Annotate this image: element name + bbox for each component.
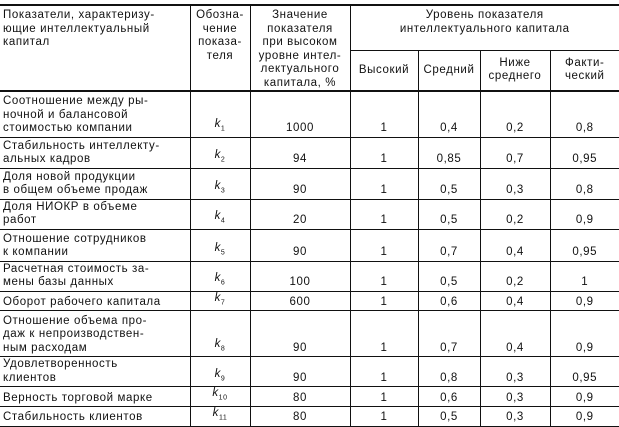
level-actual: 1 xyxy=(549,260,619,292)
indicator-symbol: k11 xyxy=(189,406,251,427)
header-level-actual: Факти- ческий xyxy=(549,49,619,92)
indicator-name: Расчетная стоимость за- мены базы данных xyxy=(0,260,191,292)
level-low: 0,3 xyxy=(479,167,551,200)
header-level-low: Ниже среднего xyxy=(479,49,551,92)
level-high: 1 xyxy=(349,260,419,292)
level-high: 1 xyxy=(349,356,419,388)
indicator-name: Доля НИОКР в объеме работ xyxy=(0,198,191,230)
level-mid: 0,5 xyxy=(417,167,481,200)
indicator-symbol: k9 xyxy=(189,356,251,388)
header-high-value: Значение показателя при высоком уровне и… xyxy=(249,4,351,92)
indicator-symbol: k5 xyxy=(189,228,251,262)
level-low: 0,2 xyxy=(479,260,551,292)
level-high: 1 xyxy=(349,167,419,200)
header-indicator: Показатели, характеризу- ющие интеллекту… xyxy=(0,4,191,92)
level-actual: 0,95 xyxy=(549,228,619,262)
high-level-value: 90 xyxy=(249,228,351,262)
intellectual-capital-table: Показатели, характеризу- ющие интеллекту… xyxy=(0,3,619,427)
indicator-name: Отношение объема про- даж к непроизводст… xyxy=(0,310,191,358)
level-high: 1 xyxy=(349,198,419,230)
level-low: 0,2 xyxy=(479,90,551,138)
indicator-name: Стабильность интеллекту- альных кадров xyxy=(0,136,191,169)
indicator-name: Удовлетворенность клиентов xyxy=(0,356,191,388)
high-level-value: 80 xyxy=(249,406,351,427)
level-low: 0,7 xyxy=(479,136,551,169)
high-level-value: 80 xyxy=(249,386,351,408)
level-mid: 0,6 xyxy=(417,386,481,408)
indicator-name: Соотношение между ры- ночной и балансово… xyxy=(0,90,191,138)
level-mid: 0,4 xyxy=(417,90,481,138)
indicator-name: Стабильность клиентов xyxy=(0,406,191,427)
indicator-symbol: k1 xyxy=(189,90,251,138)
high-level-value: 90 xyxy=(249,310,351,358)
level-low: 0,2 xyxy=(479,198,551,230)
level-actual: 0,9 xyxy=(549,406,619,427)
table-row: Соотношение между ры- ночной и балансово… xyxy=(0,90,619,138)
table-row: Отношение объема про- даж к непроизводст… xyxy=(0,310,619,358)
level-high: 1 xyxy=(349,136,419,169)
indicator-name: Верность торговой марке xyxy=(0,386,191,408)
level-mid: 0,7 xyxy=(417,228,481,262)
high-level-value: 90 xyxy=(249,167,351,200)
table-row: Расчетная стоимость за- мены базы данных… xyxy=(0,260,619,292)
indicator-name: Доля новой продукции в общем объеме прод… xyxy=(0,167,191,200)
level-actual: 0,9 xyxy=(549,386,619,408)
high-level-value: 1000 xyxy=(249,90,351,138)
header-level-group: Уровень показателя интеллектуального кап… xyxy=(349,3,619,51)
table-row: Доля НИОКР в объеме работ k4 20 1 0,5 0,2 0,9 xyxy=(0,198,619,230)
level-actual: 0,9 xyxy=(549,198,619,230)
table-row: Оборот рабочего капитала k7 600 1 0,6 0,4 0,9 xyxy=(0,290,619,312)
level-high: 1 xyxy=(349,290,419,312)
header-level-high: Высокий xyxy=(350,49,419,92)
header-level-mid: Средний xyxy=(417,49,481,92)
indicator-symbol: k6 xyxy=(189,260,251,292)
level-mid: 0,8 xyxy=(417,356,481,388)
indicator-symbol: k3 xyxy=(189,167,251,200)
level-mid: 0,5 xyxy=(417,406,481,427)
indicator-symbol: k4 xyxy=(189,198,251,230)
high-level-value: 94 xyxy=(249,136,351,169)
level-actual: 0,95 xyxy=(549,136,619,169)
level-mid: 0,85 xyxy=(417,136,481,169)
high-level-value: 600 xyxy=(249,290,351,312)
level-actual: 0,95 xyxy=(549,356,619,388)
level-mid: 0,5 xyxy=(417,260,481,292)
indicator-name: Отношение сотрудников к компании xyxy=(0,228,191,262)
level-low: 0,4 xyxy=(479,290,551,312)
indicator-symbol: k8 xyxy=(189,310,251,358)
level-actual: 0,9 xyxy=(549,310,619,358)
table-row: Удовлетворенность клиентов k9 90 1 0,8 0,3 0,9… xyxy=(0,356,619,388)
level-actual: 0,8 xyxy=(549,167,619,200)
level-mid: 0,7 xyxy=(417,310,481,358)
header-symbol: Обозна- чение показа- теля xyxy=(189,4,251,92)
level-mid: 0,5 xyxy=(417,198,481,230)
table-row: Стабильность клиентов k11 80 1 0,5 0,3 0,9 xyxy=(0,406,619,427)
indicator-symbol: k2 xyxy=(189,136,251,169)
level-actual: 0,9 xyxy=(549,290,619,312)
level-low: 0,3 xyxy=(479,386,551,408)
level-actual: 0,8 xyxy=(549,90,619,138)
level-high: 1 xyxy=(349,228,419,262)
level-low: 0,4 xyxy=(479,310,551,358)
level-low: 0,3 xyxy=(479,356,551,388)
level-high: 1 xyxy=(349,406,419,427)
level-mid: 0,6 xyxy=(417,290,481,312)
level-low: 0,4 xyxy=(479,228,551,262)
indicator-name: Оборот рабочего капитала xyxy=(0,290,191,312)
high-level-value: 100 xyxy=(249,260,351,292)
table-row: Доля новой продукции в общем объеме прод… xyxy=(0,167,619,200)
table-row: Отношение сотрудников к компании k5 90 1 0,7… xyxy=(0,228,619,262)
high-level-value: 20 xyxy=(249,198,351,230)
table-row: Стабильность интеллекту- альных кадров k2… xyxy=(0,136,619,169)
table-row: Верность торговой марке k10 80 1 0,6 0,3 0,9 xyxy=(0,386,619,408)
level-low: 0,3 xyxy=(479,406,551,427)
indicator-symbol: k10 xyxy=(189,386,251,408)
high-level-value: 90 xyxy=(249,356,351,388)
level-high: 1 xyxy=(349,90,419,138)
indicator-symbol: k7 xyxy=(189,290,251,312)
level-high: 1 xyxy=(349,386,419,408)
level-high: 1 xyxy=(349,310,419,358)
